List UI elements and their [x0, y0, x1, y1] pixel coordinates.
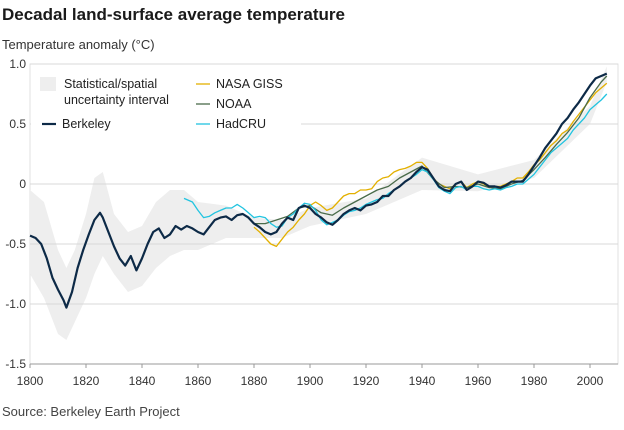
- legend-label-band-line1: Statistical/spatial: [64, 77, 157, 91]
- y-tick-label: 0: [19, 177, 26, 191]
- x-tick-label: 1860: [185, 374, 212, 388]
- legend-label-berkeley: Berkeley: [62, 117, 111, 131]
- y-tick-label: 1.0: [9, 57, 26, 71]
- x-tick-label: 1800: [17, 374, 44, 388]
- legend-box: [31, 65, 301, 144]
- chart-title: Decadal land-surface average temperature: [2, 5, 345, 24]
- x-tick-label: 1980: [521, 374, 548, 388]
- legend-label-nasa-giss: NASA GISS: [216, 77, 283, 91]
- x-tick-label: 1840: [129, 374, 156, 388]
- legend-label-hadcru: HadCRU: [216, 117, 266, 131]
- y-tick-label: -0.5: [5, 237, 26, 251]
- x-tick-label: 2000: [577, 374, 604, 388]
- x-tick-label: 1880: [241, 374, 268, 388]
- series-line-berkeley: [29, 72, 608, 309]
- source-note: Source: Berkeley Earth Project: [2, 404, 180, 419]
- legend-swatch-band: [40, 77, 56, 91]
- x-tick-label: 1940: [409, 374, 436, 388]
- x-tick-label: 1920: [353, 374, 380, 388]
- y-tick-label: -1.5: [5, 357, 26, 371]
- x-tick-label: 1820: [73, 374, 100, 388]
- y-tick-label: -1.0: [5, 297, 26, 311]
- y-axis-label: Temperature anomaly (°C): [2, 37, 155, 52]
- legend-label-noaa: NOAA: [216, 97, 252, 111]
- x-tick-label: 1900: [297, 374, 324, 388]
- x-tick-label: 1960: [465, 374, 492, 388]
- y-tick-label: 0.5: [9, 117, 26, 131]
- legend-label-band-line2: uncertainty interval: [64, 93, 169, 107]
